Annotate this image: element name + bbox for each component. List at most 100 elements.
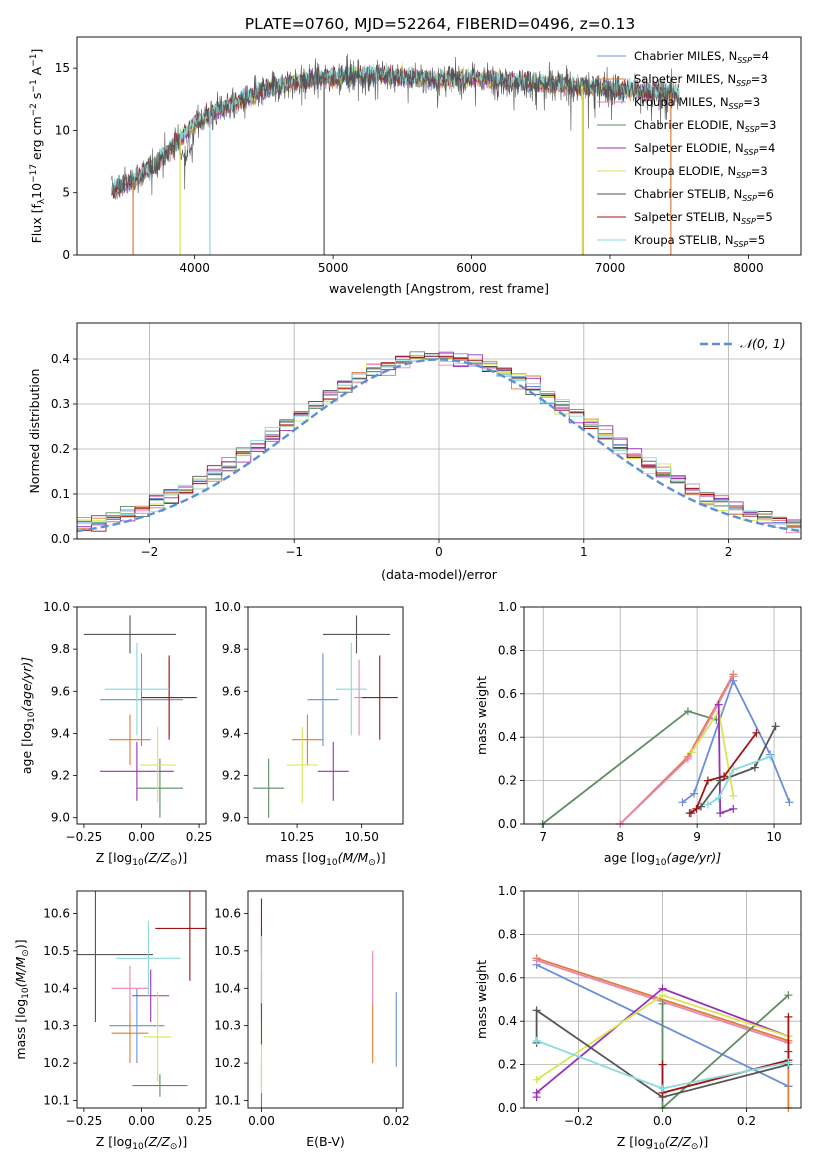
- weight_vs_Z-axes: −0.2 0.0 0.2 0.0 0.2 0.4 0.6 0.8 1.0 Z [log10(Z/Z…: [474, 884, 802, 1152]
- axes-frame: [76, 606, 207, 825]
- x-tick-label: 0.2: [737, 1114, 756, 1128]
- x-tick-label: −0.25: [66, 830, 103, 844]
- y-tick-label: 10.2: [214, 1056, 241, 1070]
- x-tick-label: 5000: [318, 261, 349, 275]
- y-tick-label: 0.0: [498, 1101, 517, 1115]
- label-part: age [log: [604, 850, 655, 865]
- label-part: Z [log: [96, 850, 132, 865]
- weight-marker-cm: [785, 798, 794, 807]
- x-tick-label: −1: [285, 545, 303, 559]
- x-tick-label: −2: [141, 545, 159, 559]
- weight-marker-cm: [690, 789, 699, 798]
- label-part: SSP: [742, 194, 757, 203]
- weight-line-ks: [707, 755, 771, 806]
- weight-marker-ke: [658, 991, 667, 1000]
- y-tick-label: 0.6: [498, 971, 517, 985]
- label-part: age [log: [19, 723, 34, 774]
- label-part: ⊙: [368, 858, 376, 868]
- weight-line-ce: [541, 710, 717, 824]
- label-part: mass [log: [265, 850, 326, 865]
- weight-marker-ss: [720, 772, 729, 781]
- legend-label-se: Salpeter ELODIE, NSSP=4: [634, 141, 775, 157]
- x-tick-label: 10: [766, 830, 781, 844]
- y-tick-label: 0.0: [498, 817, 517, 831]
- x-tick-label: −0.2: [564, 1114, 593, 1128]
- errorbar-point-cs: [77, 891, 154, 1022]
- x-tick-label: −0.25: [66, 1114, 103, 1128]
- y-tick-label: 10.1: [214, 1094, 241, 1108]
- y-tick-label: 10.4: [43, 981, 70, 995]
- label-part: Kroupa ELODIE, N: [634, 164, 736, 178]
- label-part: s: [29, 93, 44, 104]
- y-tick-label: 0.4: [51, 352, 70, 366]
- label-part: Salpeter STELIB, N: [634, 210, 741, 224]
- label-part: Z [log: [96, 1134, 132, 1149]
- errorbar-point-se: [317, 741, 349, 801]
- residuals-xlabel: (data-model)/error: [381, 567, 498, 582]
- weight-marker-cs: [771, 722, 780, 731]
- errorbar-point-cs: [83, 615, 177, 654]
- x-tick-label: 7: [539, 830, 547, 844]
- weight-marker-ss: [784, 1012, 793, 1021]
- mass_vs_Z-xlabel: Z [log10(Z/Z⊙)]: [96, 1134, 187, 1152]
- weight-marker-ke: [532, 1075, 541, 1084]
- label-part: SSP: [734, 240, 749, 249]
- weight-marker-ks: [703, 800, 712, 809]
- weight-marker-ss: [692, 804, 701, 813]
- legend-label-ce: Chabrier ELODIE, NSSP=3: [634, 118, 776, 134]
- label-part: 10: [326, 858, 338, 868]
- axes-frame: [247, 606, 404, 825]
- y-tick-label: 10.0: [214, 600, 241, 614]
- normal-curve: [76, 358, 802, 533]
- axes-frame: [76, 36, 802, 256]
- label-part: (Z/Z: [144, 1134, 171, 1149]
- weight-marker-se: [532, 1088, 541, 1097]
- errorbar-point-ks: [116, 920, 181, 996]
- weight-line-sm: [619, 673, 735, 824]
- y-tick-label: 10.3: [214, 1019, 241, 1033]
- x-tick-label: 0.25: [186, 830, 213, 844]
- label-part: λ: [37, 198, 47, 204]
- label-part: Chabrier STELIB, N: [634, 187, 742, 201]
- label-part: =4: [758, 141, 775, 155]
- label-part: =3: [760, 118, 777, 132]
- label-part: =3: [751, 72, 768, 86]
- weight-marker-ce: [683, 707, 692, 716]
- errorbar-point-cm: [307, 653, 339, 747]
- errorbar-point-se: [100, 741, 174, 801]
- label-part: E(B-V): [306, 1134, 345, 1149]
- y-tick-label: 0: [62, 248, 70, 262]
- weight-marker-se: [729, 804, 738, 813]
- label-part: =6: [757, 187, 774, 201]
- label-part: =4: [752, 49, 769, 63]
- errorbar-point-ke: [286, 727, 318, 803]
- weight-marker-ks: [532, 1036, 541, 1045]
- label-part: Kroupa STELIB, N: [634, 233, 734, 247]
- label-part: SSP: [745, 125, 760, 134]
- y-tick-label: 10.1: [43, 1094, 70, 1108]
- label-part: )]: [698, 1134, 708, 1149]
- legend-label-ss: Salpeter STELIB, NSSP=5: [634, 210, 773, 226]
- weight-marker-ss: [752, 728, 761, 737]
- x-tick-label: 7000: [595, 261, 626, 275]
- y-tick-label: 0.4: [498, 1014, 517, 1028]
- errorbar-point-ce: [253, 758, 285, 818]
- errorbar-point-ke: [139, 727, 177, 803]
- label-part: 10: [21, 987, 31, 999]
- weight-marker-se: [714, 700, 723, 709]
- x-tick-label: 0.00: [248, 1114, 275, 1128]
- label-part: −1: [29, 54, 39, 67]
- y-tick-label: 10.6: [43, 906, 70, 920]
- x-tick-label: 6000: [456, 261, 487, 275]
- label-part: 10: [655, 858, 667, 868]
- y-tick-label: 9.0: [222, 811, 241, 825]
- y-tick-label: 9.6: [51, 684, 70, 698]
- y-tick-label: 9.4: [222, 726, 241, 740]
- y-tick-label: 10.5: [214, 944, 241, 958]
- errorbar-point-ce: [132, 1074, 188, 1097]
- y-tick-label: 0.2: [51, 442, 70, 456]
- label-part: )]: [376, 850, 386, 865]
- label-part: SSP: [737, 56, 752, 65]
- y-tick-label: 9.4: [51, 726, 70, 740]
